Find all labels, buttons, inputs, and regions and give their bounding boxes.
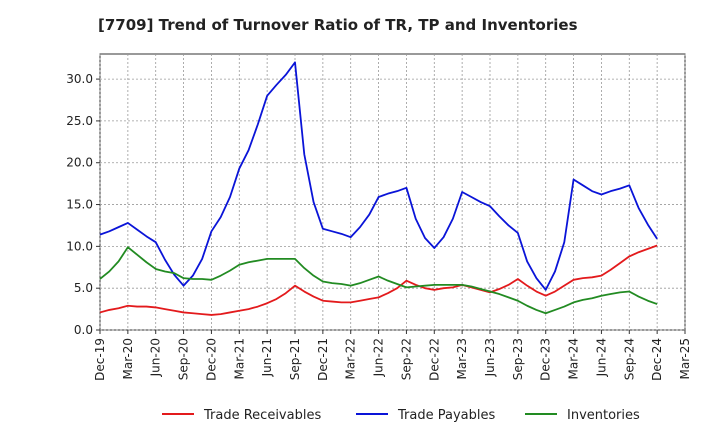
x-tick-label: Jun-20 (149, 338, 163, 377)
chart-title: [7709] Trend of Turnover Ratio of TR, TP… (98, 16, 578, 34)
x-tick-label: Dec-23 (539, 338, 553, 381)
x-tick-label: Jun-24 (594, 338, 608, 377)
x-tick-label: Mar-24 (567, 338, 581, 379)
series-line-trade-payables (99, 61, 658, 291)
x-tick-label: Sep-22 (399, 338, 413, 380)
x-tick-label: Sep-21 (288, 338, 302, 380)
y-tick-label: 10.0 (66, 239, 93, 253)
y-tick-label: 15.0 (66, 198, 93, 212)
x-tick-label: Mar-25 (678, 338, 692, 379)
x-tick-label: Jun-23 (483, 338, 497, 377)
x-tick-label: Sep-24 (622, 338, 636, 380)
x-axis: Dec-19 Mar-20 Jun-20 Sep-20 Dec-20 Mar-21 Jun-… (93, 330, 692, 381)
x-tick-label: Jun-22 (372, 338, 386, 377)
x-tick-label: Mar-20 (121, 338, 135, 379)
x-tick-label: Sep-23 (511, 338, 525, 380)
y-axis: 0.0 5.0 10.0 15.0 20.0 25.0 30.0 (66, 72, 100, 337)
x-tick-label: Dec-22 (427, 338, 441, 381)
x-tick-label: Dec-21 (316, 338, 330, 381)
y-tick-label: 5.0 (74, 281, 93, 295)
x-tick-label: Sep-20 (177, 338, 191, 380)
x-tick-label: Mar-23 (455, 338, 469, 379)
legend-label: Trade Receivables (203, 408, 321, 423)
x-tick-label: Dec-20 (204, 338, 218, 381)
x-tick-label: Jun-21 (260, 338, 274, 377)
legend-label: Trade Payables (397, 408, 495, 423)
legend-label: Inventories (567, 408, 640, 423)
x-tick-label: Dec-19 (93, 338, 107, 381)
x-tick-label: Dec-24 (650, 338, 664, 381)
series-line-inventories (99, 246, 658, 315)
y-tick-label: 25.0 (66, 114, 93, 128)
x-tick-label: Mar-22 (344, 338, 358, 379)
y-tick-label: 20.0 (66, 156, 93, 170)
series-lines (99, 61, 658, 316)
series-line-trade-receivables (99, 244, 658, 316)
legend: Trade Receivables Trade Payables Inventori… (162, 408, 640, 423)
y-tick-label: 30.0 (66, 72, 93, 86)
y-tick-label: 0.0 (74, 323, 93, 337)
x-tick-label: Mar-21 (232, 338, 246, 379)
